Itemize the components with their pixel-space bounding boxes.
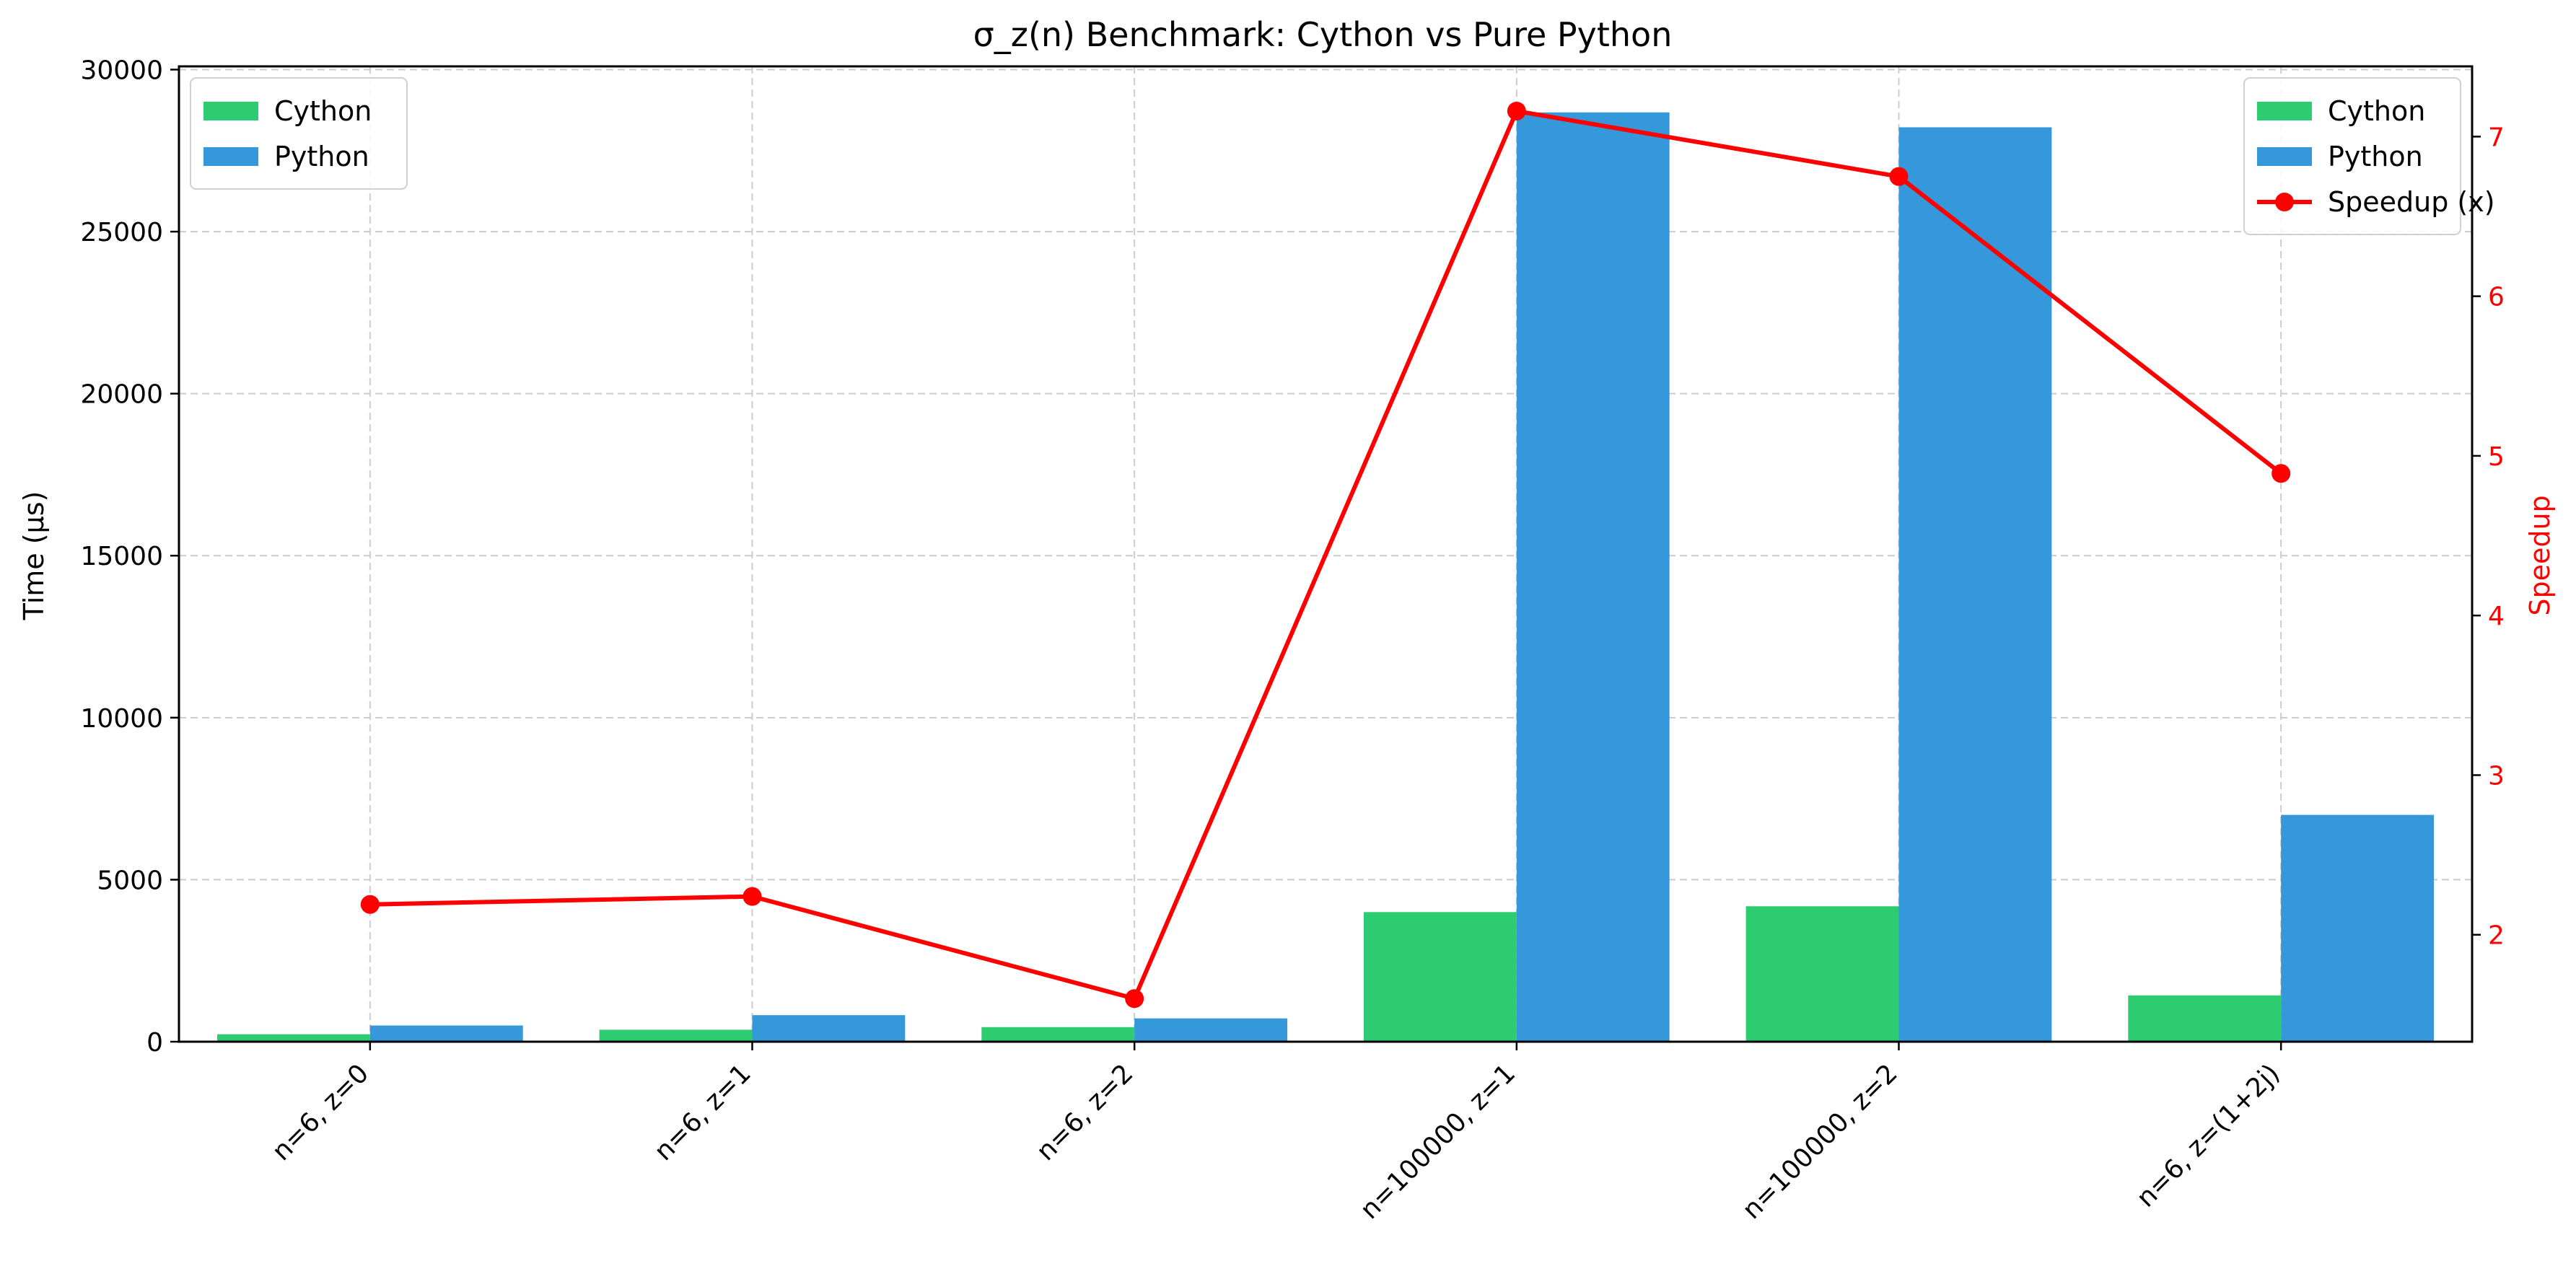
- y2-tick-label: 3: [2488, 761, 2505, 791]
- legend-label: Python: [2328, 141, 2423, 172]
- y-tick-label: 25000: [80, 218, 163, 247]
- legend-swatch: [203, 102, 258, 120]
- plot-frame: [178, 65, 2474, 1043]
- bar-cython: [216, 1034, 370, 1042]
- y2-axis-label: Speedup: [2524, 495, 2556, 615]
- bar-cython: [1745, 906, 1899, 1042]
- legend-label: Cython: [2328, 95, 2425, 127]
- bar-cython: [2128, 995, 2282, 1042]
- speedup-point: [1507, 101, 1526, 120]
- y2-tick-label: 5: [2488, 442, 2505, 472]
- y-tick-label: 10000: [80, 704, 163, 734]
- speedup-point: [360, 895, 380, 914]
- legend-label: Python: [274, 141, 369, 172]
- y-tick-label: 15000: [80, 542, 163, 571]
- legend-swatch: [2257, 102, 2312, 120]
- bar-python: [752, 1015, 906, 1042]
- y-axis-label: Time (µs): [18, 491, 50, 621]
- y2-tick-label: 2: [2488, 921, 2505, 951]
- speedup-line: [369, 108, 2283, 1001]
- legend-right: Cython Python Speedup (x): [2243, 77, 2495, 235]
- y-tick-label: 30000: [80, 56, 163, 85]
- legend-label: Cython: [274, 95, 372, 127]
- legend-swatch-marker: [2275, 193, 2294, 211]
- bar-cython: [981, 1027, 1135, 1042]
- legend-left: Cython Python: [190, 77, 408, 190]
- bar-python: [1516, 112, 1670, 1042]
- speedup-point: [1125, 989, 1144, 1009]
- y2-tick-label: 4: [2488, 602, 2505, 631]
- speedup-point: [2271, 464, 2291, 483]
- bar-python: [2281, 814, 2435, 1042]
- bar-cython: [1363, 912, 1517, 1042]
- bars: [216, 112, 2435, 1042]
- legend-label: Speedup (x): [2328, 186, 2495, 218]
- legend-swatch: [203, 147, 258, 166]
- bar-python: [1898, 127, 2052, 1042]
- bar-python: [1134, 1018, 1288, 1042]
- speedup-point: [1889, 167, 1909, 186]
- bar-cython: [599, 1029, 753, 1042]
- bar-python: [369, 1025, 523, 1042]
- y2-tick-label: 6: [2488, 283, 2505, 312]
- y-tick-label: 5000: [97, 866, 163, 895]
- y-tick-label: 0: [146, 1028, 163, 1058]
- legend-swatch: [2257, 147, 2312, 166]
- speedup-point: [742, 887, 762, 906]
- y-tick-label: 20000: [80, 380, 163, 410]
- y2-tick-label: 7: [2488, 123, 2505, 152]
- chart-title: σ_z(n) Benchmark: Cython vs Pure Python: [973, 15, 1673, 54]
- speedup-line-group: [360, 101, 2291, 1009]
